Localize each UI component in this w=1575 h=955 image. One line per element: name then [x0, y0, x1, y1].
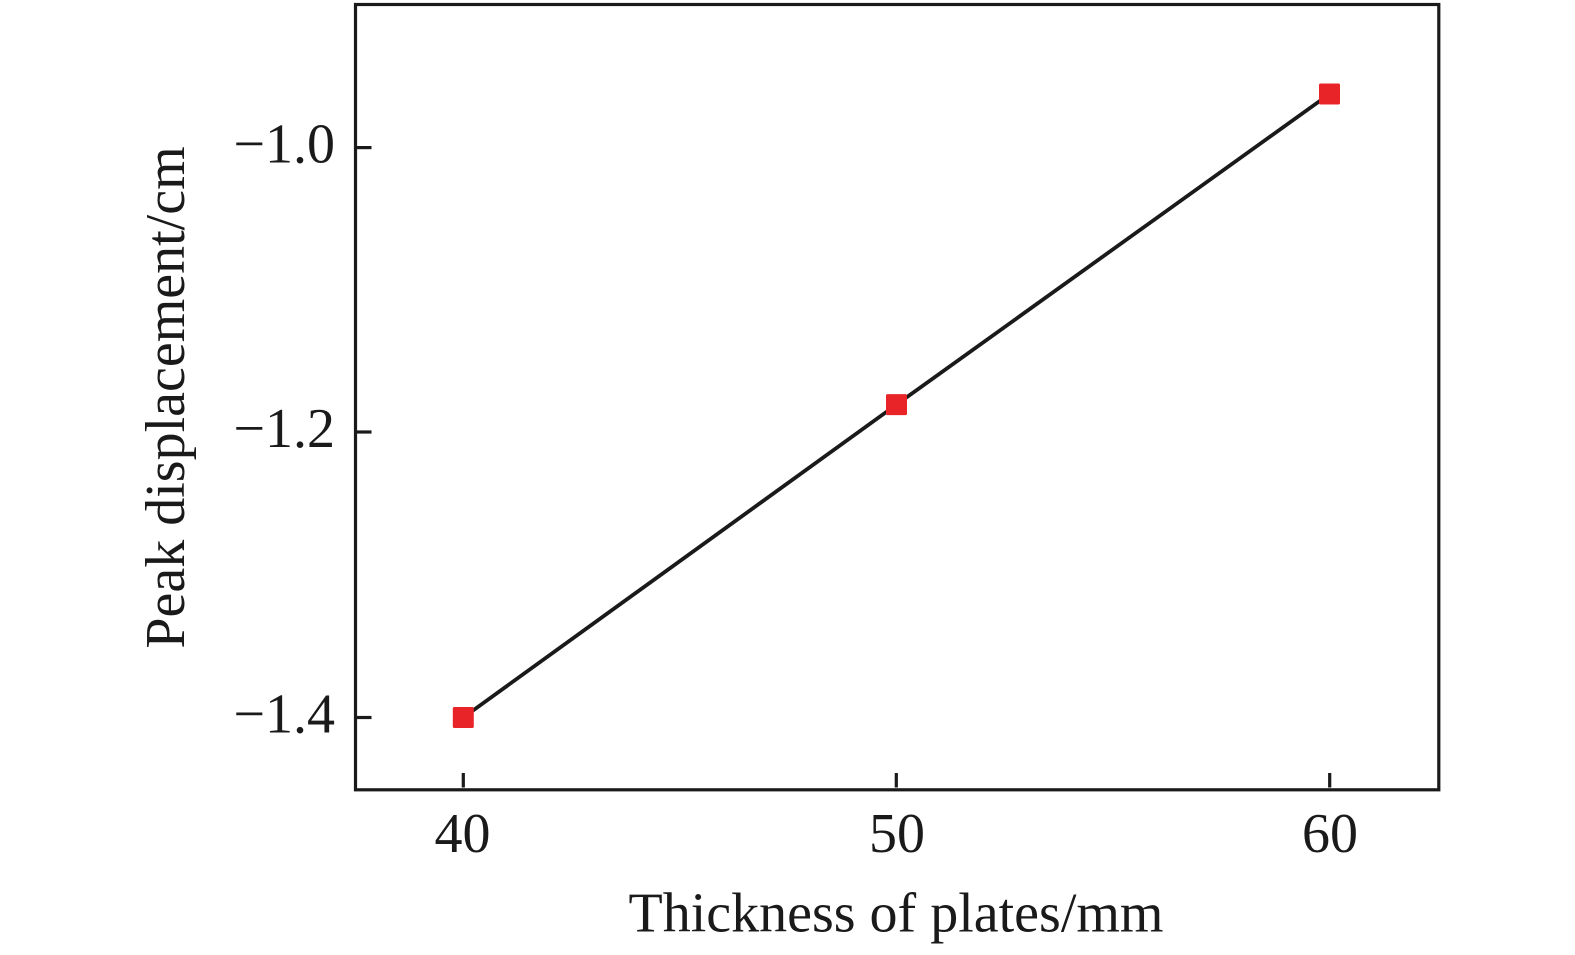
svg-text:50: 50 [869, 803, 925, 865]
svg-text:40: 40 [435, 803, 491, 865]
svg-text:−1.4: −1.4 [233, 683, 335, 745]
svg-text:Peak displacement/cm: Peak displacement/cm [135, 146, 197, 648]
svg-text:−1.2: −1.2 [233, 398, 335, 460]
svg-text:60: 60 [1302, 803, 1358, 865]
svg-text:Thickness of plates/mm: Thickness of plates/mm [628, 883, 1163, 945]
svg-text:−1.0: −1.0 [233, 114, 335, 176]
